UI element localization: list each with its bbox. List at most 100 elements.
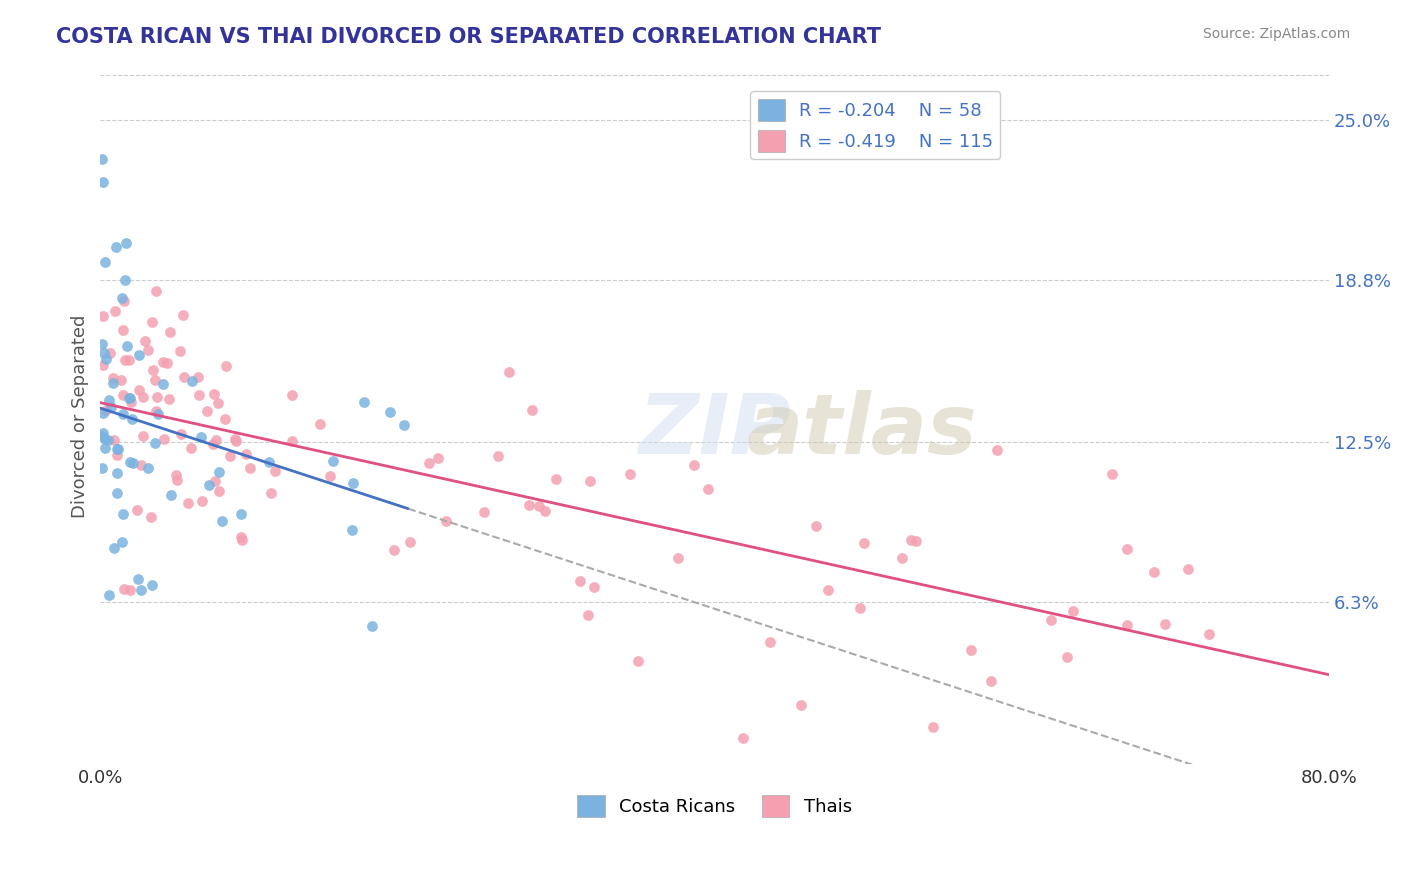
Point	[361, 618, 384, 632]
Point	[97, 433, 120, 447]
Point	[105, 442, 128, 456]
Point	[173, 369, 195, 384]
Point	[143, 373, 166, 387]
Point	[1177, 562, 1199, 576]
Point	[111, 507, 134, 521]
Point	[520, 403, 543, 417]
Point	[1198, 627, 1220, 641]
Point	[103, 376, 125, 391]
Point	[111, 407, 134, 421]
Point	[1115, 618, 1137, 632]
Point	[905, 534, 928, 549]
Point	[181, 374, 204, 388]
Point	[90, 428, 112, 442]
Point	[187, 388, 209, 402]
Point	[145, 404, 167, 418]
Point	[309, 417, 332, 431]
Point	[472, 505, 495, 519]
Point	[121, 411, 143, 425]
Point	[170, 426, 193, 441]
Point	[498, 365, 520, 379]
Point	[165, 468, 187, 483]
Point	[115, 339, 138, 353]
Point	[110, 373, 132, 387]
Point	[1143, 566, 1166, 580]
Point	[257, 455, 280, 469]
Point	[152, 433, 174, 447]
Point	[208, 465, 231, 479]
Point	[91, 461, 114, 475]
Point	[91, 309, 114, 323]
Point	[890, 551, 912, 566]
Point	[1040, 614, 1063, 628]
Point	[434, 514, 457, 528]
Point	[683, 458, 706, 472]
Point	[224, 432, 246, 446]
Point	[142, 363, 165, 377]
Point	[1116, 542, 1139, 557]
Point	[392, 418, 415, 433]
Point	[93, 441, 115, 455]
Point	[1056, 650, 1078, 665]
Point	[118, 583, 141, 598]
Point	[342, 475, 364, 490]
Point	[107, 442, 129, 456]
Point	[94, 254, 117, 268]
Point	[129, 582, 152, 597]
Point	[239, 460, 262, 475]
Point	[731, 731, 754, 745]
Text: COSTA RICAN VS THAI DIVORCED OR SEPARATED CORRELATION CHART: COSTA RICAN VS THAI DIVORCED OR SEPARATE…	[56, 27, 882, 46]
Point	[104, 303, 127, 318]
Point	[94, 403, 117, 417]
Point	[627, 654, 650, 668]
Point	[127, 572, 149, 586]
Point	[1101, 467, 1123, 482]
Point	[152, 377, 174, 392]
Point	[534, 504, 557, 518]
Point	[91, 406, 114, 420]
Point	[103, 433, 125, 447]
Point	[980, 674, 1002, 689]
Point	[141, 315, 163, 329]
Point	[180, 441, 202, 455]
Point	[235, 447, 257, 461]
Point	[105, 466, 128, 480]
Point	[229, 530, 252, 544]
Point	[202, 387, 225, 401]
Point	[804, 519, 827, 533]
Point	[122, 456, 145, 470]
Point	[321, 454, 343, 468]
Point	[399, 534, 422, 549]
Point	[160, 488, 183, 502]
Point	[576, 608, 599, 623]
Point	[900, 533, 922, 548]
Point	[960, 643, 983, 657]
Point	[105, 486, 128, 500]
Point	[207, 396, 229, 410]
Point	[790, 698, 813, 713]
Point	[93, 346, 115, 360]
Text: atlas: atlas	[747, 390, 977, 471]
Point	[100, 400, 122, 414]
Point	[225, 434, 247, 448]
Point	[176, 496, 198, 510]
Point	[103, 541, 125, 555]
Point	[129, 458, 152, 472]
Point	[145, 284, 167, 298]
Point	[152, 355, 174, 369]
Text: ZIP: ZIP	[638, 390, 792, 471]
Point	[579, 474, 602, 488]
Point	[382, 543, 405, 558]
Point	[90, 336, 112, 351]
Point	[157, 392, 180, 406]
Point	[169, 344, 191, 359]
Point	[166, 474, 188, 488]
Point	[110, 291, 132, 305]
Point	[191, 493, 214, 508]
Point	[205, 433, 228, 447]
Point	[849, 601, 872, 615]
Point	[202, 436, 225, 450]
Point	[190, 430, 212, 444]
Point	[204, 474, 226, 488]
Point	[211, 514, 233, 528]
